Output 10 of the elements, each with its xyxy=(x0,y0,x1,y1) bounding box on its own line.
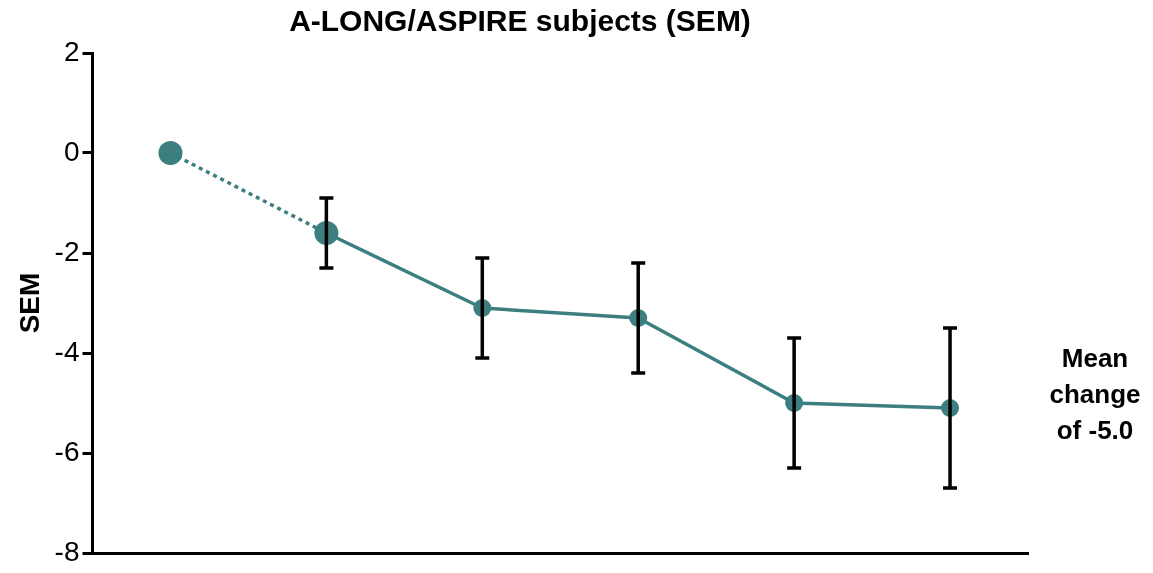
y-tick-label: -6 xyxy=(54,435,80,467)
y-tick-label: 2 xyxy=(63,35,80,67)
point xyxy=(158,141,183,165)
chart-title: A-LONG/ASPIRE subjects (SEM) xyxy=(289,4,751,38)
y-tick-label: -4 xyxy=(54,335,80,367)
y-tick-label: 0 xyxy=(63,135,80,167)
text: Mean change of -5.0 xyxy=(1048,342,1142,447)
y-tick-label: -8 xyxy=(54,535,80,567)
y-axis-title: SEM xyxy=(13,272,45,334)
y-tick-label: -2 xyxy=(54,235,80,267)
